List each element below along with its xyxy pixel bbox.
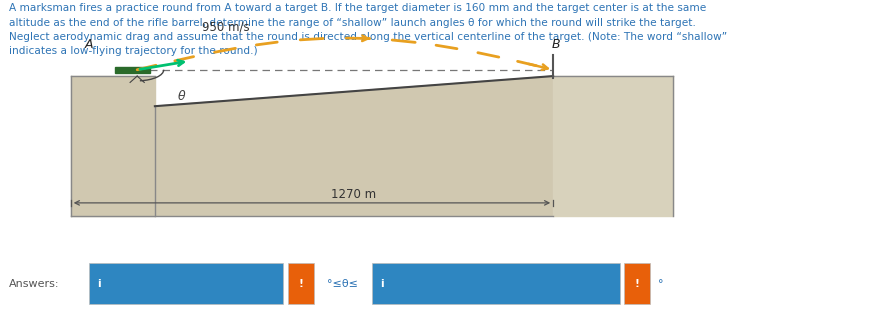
Text: !: ! bbox=[635, 279, 640, 289]
Text: θ: θ bbox=[178, 90, 185, 103]
Text: A marksman fires a practice round from A toward a target B. If the target diamet: A marksman fires a practice round from A… bbox=[9, 3, 727, 56]
Text: °≤θ≤: °≤θ≤ bbox=[327, 279, 358, 289]
Bar bbox=[88, 263, 283, 304]
Polygon shape bbox=[553, 76, 673, 216]
Bar bbox=[372, 263, 620, 304]
Polygon shape bbox=[71, 76, 155, 216]
Bar bbox=[288, 263, 314, 304]
Text: i: i bbox=[97, 279, 101, 289]
Polygon shape bbox=[155, 76, 553, 216]
Text: !: ! bbox=[298, 279, 304, 289]
Text: A: A bbox=[84, 38, 93, 51]
Text: Answers:: Answers: bbox=[9, 279, 59, 289]
Text: °: ° bbox=[658, 279, 663, 289]
Bar bbox=[624, 263, 650, 304]
Text: i: i bbox=[381, 279, 384, 289]
Text: 950 m/s: 950 m/s bbox=[202, 20, 250, 33]
Polygon shape bbox=[115, 67, 150, 73]
Text: B: B bbox=[551, 38, 560, 51]
Text: 1270 m: 1270 m bbox=[332, 188, 376, 201]
